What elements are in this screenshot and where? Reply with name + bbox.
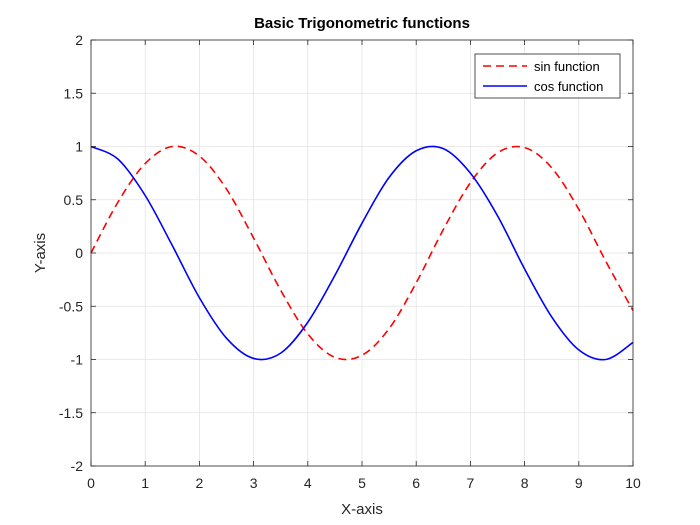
chart-title: Basic Trigonometric functions (254, 15, 470, 32)
x-tick-label: 1 (141, 475, 149, 491)
x-tick-label: 0 (87, 475, 95, 491)
x-tick-label: 8 (521, 475, 529, 491)
legend-label: cos function (534, 79, 603, 94)
y-tick-label: 0.5 (64, 192, 84, 208)
x-tick-label: 7 (467, 475, 475, 491)
x-tick-label: 10 (625, 475, 641, 491)
axis-ticks: 0 1 2 3 4 5 6 7 8 9 10 -2 -1.5 -1 -0.5 0 0.5 1 1.5 2 (59, 32, 641, 491)
series-line-cos-function (90, 145, 634, 361)
y-axis-label: Y-axis (32, 233, 49, 273)
y-tick-label: -2 (71, 458, 84, 474)
x-tick-label: 2 (196, 475, 204, 491)
x-tick-label: 9 (575, 475, 583, 491)
y-tick-label: -1.5 (59, 405, 83, 421)
y-tick-label: 1.5 (64, 85, 84, 101)
x-tick-label: 4 (304, 475, 312, 491)
x-tick-label: 5 (358, 475, 366, 491)
y-tick-label: 0 (75, 245, 83, 261)
y-tick-label: 1 (75, 139, 83, 155)
y-tick-label: 2 (75, 32, 83, 48)
y-tick-label: -1 (71, 352, 84, 368)
x-axis-label: X-axis (341, 501, 383, 518)
legend-box (474, 53, 621, 99)
series-layer (90, 145, 634, 361)
legend: sin function cos function (474, 53, 621, 99)
legend-label: sin function (534, 59, 600, 74)
x-tick-label: 6 (412, 475, 420, 491)
x-tick-label: 3 (250, 475, 258, 491)
y-tick-label: -0.5 (59, 298, 83, 314)
series-line-sin-function (90, 145, 634, 361)
